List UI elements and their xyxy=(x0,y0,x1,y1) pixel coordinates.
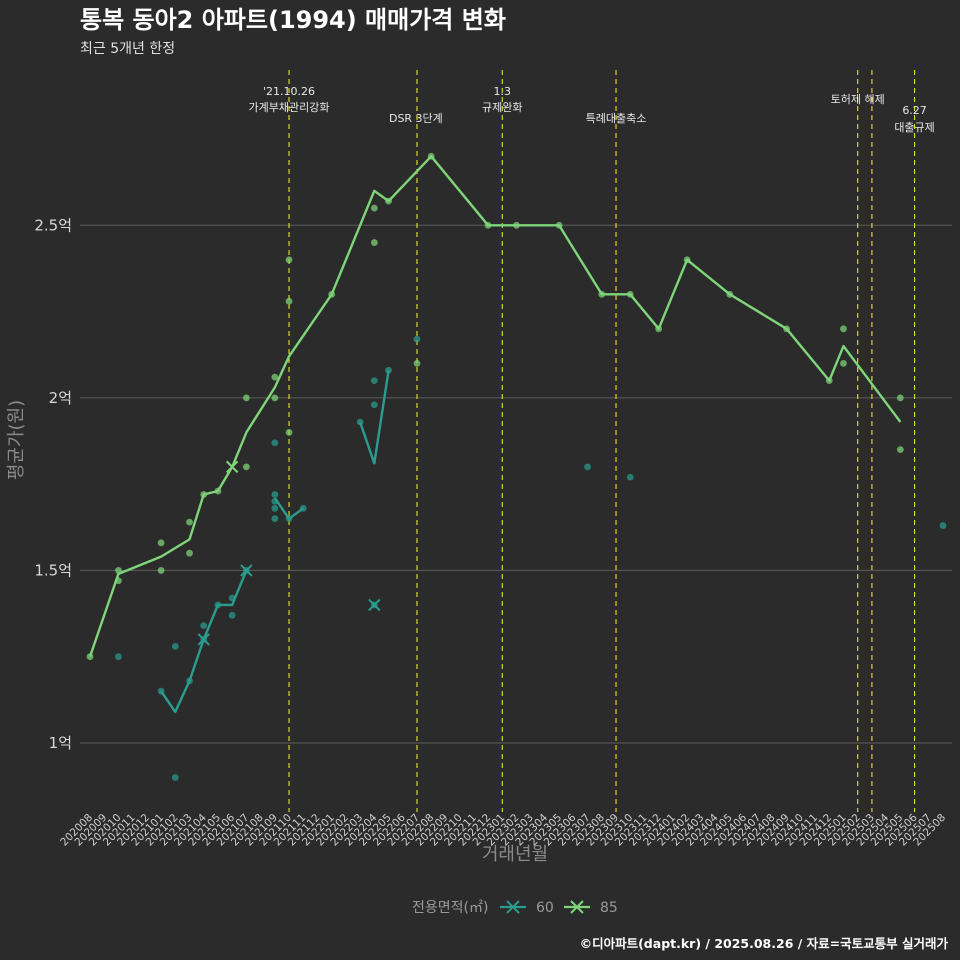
data-point-85 xyxy=(840,325,847,333)
event-label: DSR 3단계 xyxy=(389,112,443,125)
data-point-60 xyxy=(271,439,279,447)
data-point-85 xyxy=(285,428,293,436)
legend-title: 전용면적(㎡) xyxy=(412,900,488,916)
data-point-60 xyxy=(356,418,364,426)
data-point-60 xyxy=(385,366,392,374)
data-point-85 xyxy=(840,359,847,367)
data-point-60 xyxy=(200,622,208,630)
data-point-85 xyxy=(328,290,336,298)
series-points xyxy=(86,152,947,781)
data-point-85 xyxy=(242,394,250,402)
data-point-60 xyxy=(626,473,634,481)
chart-subtitle: 최근 5개년 한정 xyxy=(80,41,175,57)
event-label: 규제완화 xyxy=(482,101,522,114)
data-point-85 xyxy=(896,446,904,454)
data-point-85 xyxy=(157,539,165,547)
y-tick-label: 1.5억 xyxy=(34,561,72,579)
data-point-85 xyxy=(598,290,606,298)
data-point-60 xyxy=(271,497,279,505)
data-point-85 xyxy=(271,394,279,402)
event-label: 특례대출축소 xyxy=(586,112,647,125)
x-axis-ticks: 2020082020092020102020112020122021012021… xyxy=(58,811,948,848)
data-point-60 xyxy=(285,515,293,523)
event-label: 대출규제 xyxy=(894,121,934,134)
data-point-60 xyxy=(299,504,307,512)
data-point-60 xyxy=(228,611,236,619)
event-label: 가계부채관리강화 xyxy=(249,101,330,114)
event-label: 1.3 xyxy=(494,85,512,98)
x-marker-60 xyxy=(368,598,381,612)
data-point-60 xyxy=(171,774,179,781)
data-point-60 xyxy=(271,504,279,512)
data-point-60 xyxy=(370,377,378,385)
legend-key-marker-85 xyxy=(570,900,584,914)
legend-label-60: 60 xyxy=(536,900,554,916)
y-tick-label: 1억 xyxy=(49,734,72,752)
y-axis-title: 평균가(원) xyxy=(6,400,27,480)
data-point-85 xyxy=(427,152,435,160)
data-point-60 xyxy=(214,601,222,609)
event-label: 6.27 xyxy=(902,104,927,117)
data-point-85 xyxy=(783,325,791,333)
data-point-85 xyxy=(370,239,378,246)
event-label: '21.10.26 xyxy=(263,85,315,98)
data-point-85 xyxy=(555,221,563,229)
data-point-85 xyxy=(186,549,193,557)
data-point-85 xyxy=(413,359,421,367)
data-point-85 xyxy=(896,394,904,402)
series-line-60 xyxy=(160,370,390,714)
data-point-60 xyxy=(186,677,193,685)
data-point-85 xyxy=(370,204,378,212)
grid-lines xyxy=(80,224,952,744)
data-point-60 xyxy=(370,401,378,409)
y-tick-label: 2억 xyxy=(49,389,72,407)
y-tick-label: 2.5억 xyxy=(34,216,72,234)
data-point-60 xyxy=(939,522,947,529)
data-point-85 xyxy=(186,518,193,526)
data-point-60 xyxy=(271,491,279,498)
data-point-85 xyxy=(200,491,208,498)
y-axis-ticks: 1억 1.5억 2억 2.5억 xyxy=(34,216,72,752)
data-point-60 xyxy=(413,335,421,343)
series-line-85 xyxy=(88,155,902,658)
x-axis-title: 거래년월 xyxy=(482,844,548,865)
data-point-85 xyxy=(242,463,250,471)
legend: 전용면적(㎡) 60 85 xyxy=(412,900,618,916)
data-point-60 xyxy=(115,653,122,661)
event-label: 토허제 해제 xyxy=(831,92,885,106)
data-point-85 xyxy=(271,373,279,381)
data-point-85 xyxy=(285,256,293,264)
data-point-60 xyxy=(171,642,179,650)
legend-label-85: 85 xyxy=(600,900,618,916)
data-point-60 xyxy=(228,594,236,602)
data-point-85 xyxy=(157,567,165,574)
data-point-85 xyxy=(626,290,634,298)
source-caption: ©디아파트(dapt.kr) / 2025.08.26 / 자료=국토교통부 실… xyxy=(580,936,949,951)
x-marker-85 xyxy=(225,460,239,474)
data-point-85 xyxy=(86,653,94,661)
data-point-85 xyxy=(285,297,293,305)
x-marker-60 xyxy=(197,633,210,646)
data-point-85 xyxy=(825,377,833,385)
data-point-85 xyxy=(726,290,734,298)
data-point-60 xyxy=(271,515,279,523)
data-point-60 xyxy=(157,687,165,695)
data-point-85 xyxy=(115,567,122,574)
data-point-85 xyxy=(214,487,222,495)
data-point-85 xyxy=(655,325,663,333)
legend-key-marker-60 xyxy=(506,900,520,914)
data-point-85 xyxy=(513,221,520,229)
data-point-85 xyxy=(115,577,122,585)
x-marker-60 xyxy=(240,564,253,577)
data-point-60 xyxy=(584,463,591,471)
data-point-85 xyxy=(385,197,392,205)
series-lines xyxy=(88,155,902,714)
data-point-85 xyxy=(484,221,492,229)
chart-title: 통복 동아2 아파트(1994) 매매가격 변화 xyxy=(80,6,506,34)
data-point-85 xyxy=(683,256,691,264)
